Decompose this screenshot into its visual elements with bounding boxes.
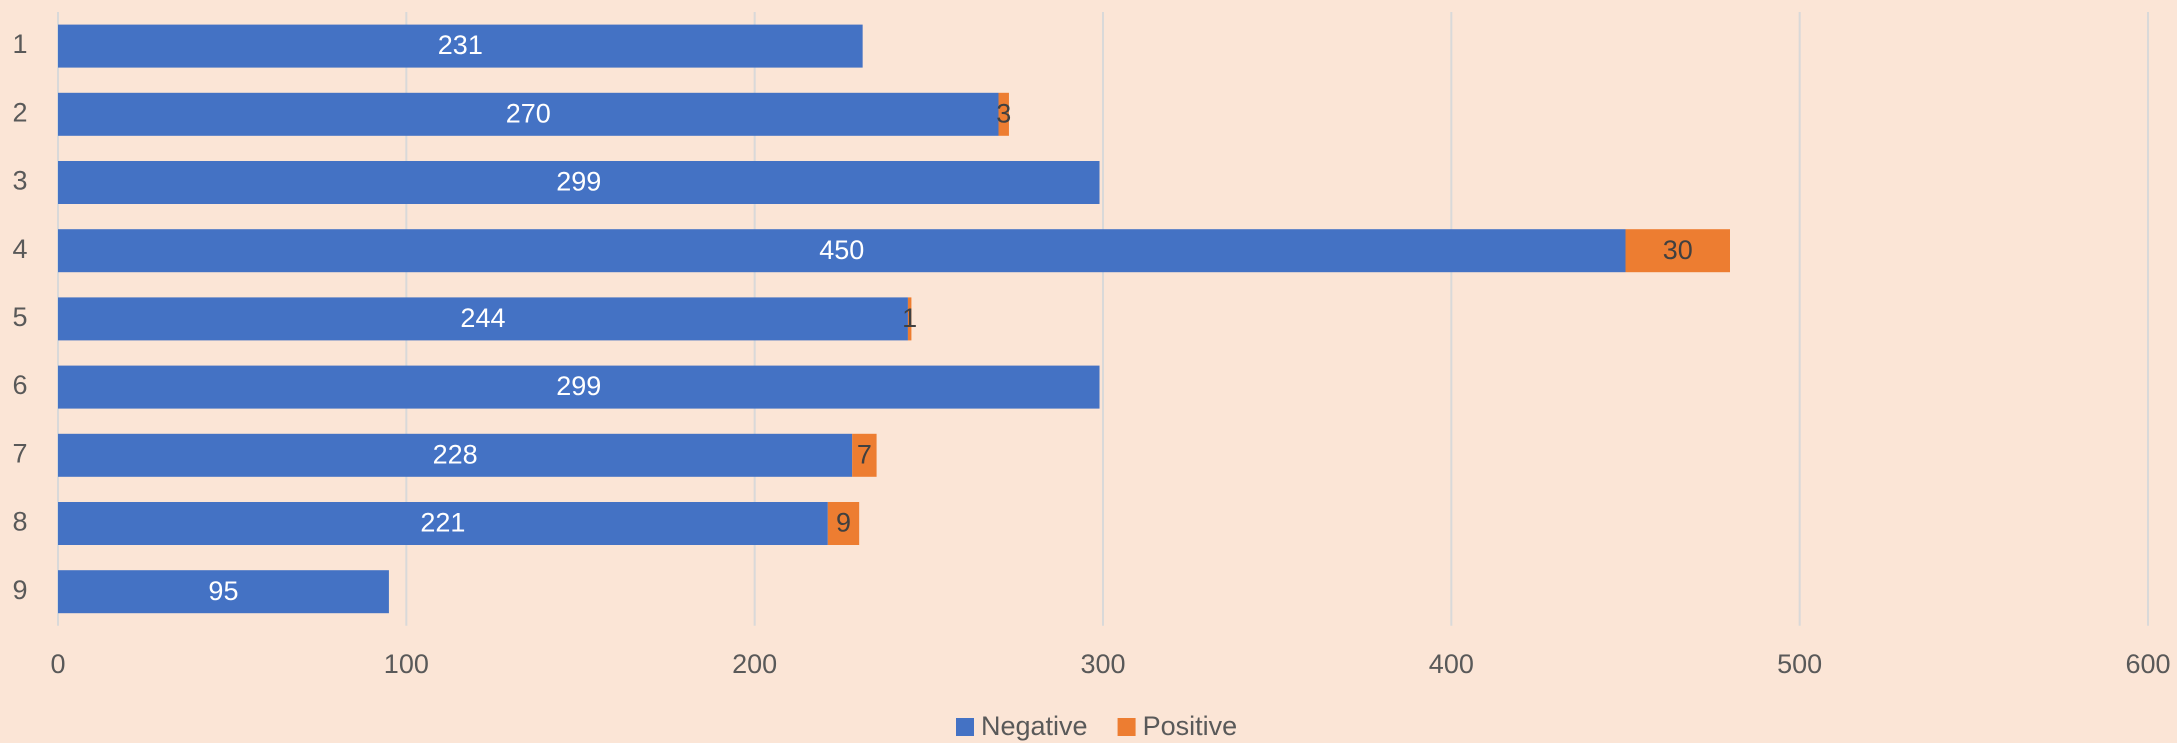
- x-tick-label: 600: [2125, 649, 2170, 679]
- data-label: 95: [208, 576, 238, 606]
- bar-segment: [58, 297, 908, 341]
- x-tick-label: 400: [1429, 649, 1474, 679]
- x-tick-label: 500: [1777, 649, 1822, 679]
- bar-segment: [907, 297, 912, 341]
- y-tick-label: 9: [12, 575, 27, 605]
- x-tick-label: 200: [732, 649, 777, 679]
- data-label: 231: [438, 30, 483, 60]
- bar-segment: [998, 92, 1009, 136]
- legend-swatch: [956, 718, 974, 736]
- y-tick-label: 3: [12, 166, 27, 196]
- y-tick-label: 8: [12, 507, 27, 537]
- legend-label: Positive: [1143, 711, 1238, 741]
- x-tick-label: 100: [384, 649, 429, 679]
- y-tick-label: 4: [12, 234, 27, 264]
- y-tick-label: 1: [12, 29, 27, 59]
- bar-segment: [58, 570, 389, 614]
- y-tick-label: 7: [12, 438, 27, 468]
- data-label: 9: [836, 508, 851, 538]
- bar-segment: [827, 502, 860, 545]
- bar-segment: [58, 502, 828, 545]
- y-tick-label: 6: [12, 370, 27, 400]
- x-tick-label: 0: [50, 649, 65, 679]
- data-label: 221: [420, 508, 465, 538]
- data-label: 244: [460, 303, 505, 333]
- bar-segment: [58, 229, 1626, 273]
- bar-segment: [1625, 229, 1730, 273]
- data-label: 3: [996, 98, 1011, 128]
- bar-segment: [58, 24, 863, 68]
- data-label: 7: [857, 439, 872, 469]
- data-label: 30: [1663, 235, 1693, 265]
- bar-segment: [58, 92, 999, 136]
- bar-segment: [58, 433, 853, 477]
- legend-label: Negative: [981, 711, 1088, 741]
- bar-segment: [852, 433, 877, 477]
- legend-swatch: [1117, 718, 1136, 736]
- x-tick-label: 300: [1080, 649, 1125, 679]
- y-tick-label: 2: [12, 97, 27, 127]
- bar-segment: [58, 365, 1100, 409]
- data-label: 299: [556, 371, 601, 401]
- bar-segment: [58, 161, 1100, 204]
- data-label: 270: [506, 98, 551, 128]
- y-tick-label: 5: [12, 302, 27, 332]
- data-label: 1: [902, 303, 917, 333]
- data-label: 299: [556, 167, 601, 197]
- data-label: 228: [433, 439, 478, 469]
- data-label: 450: [819, 235, 864, 265]
